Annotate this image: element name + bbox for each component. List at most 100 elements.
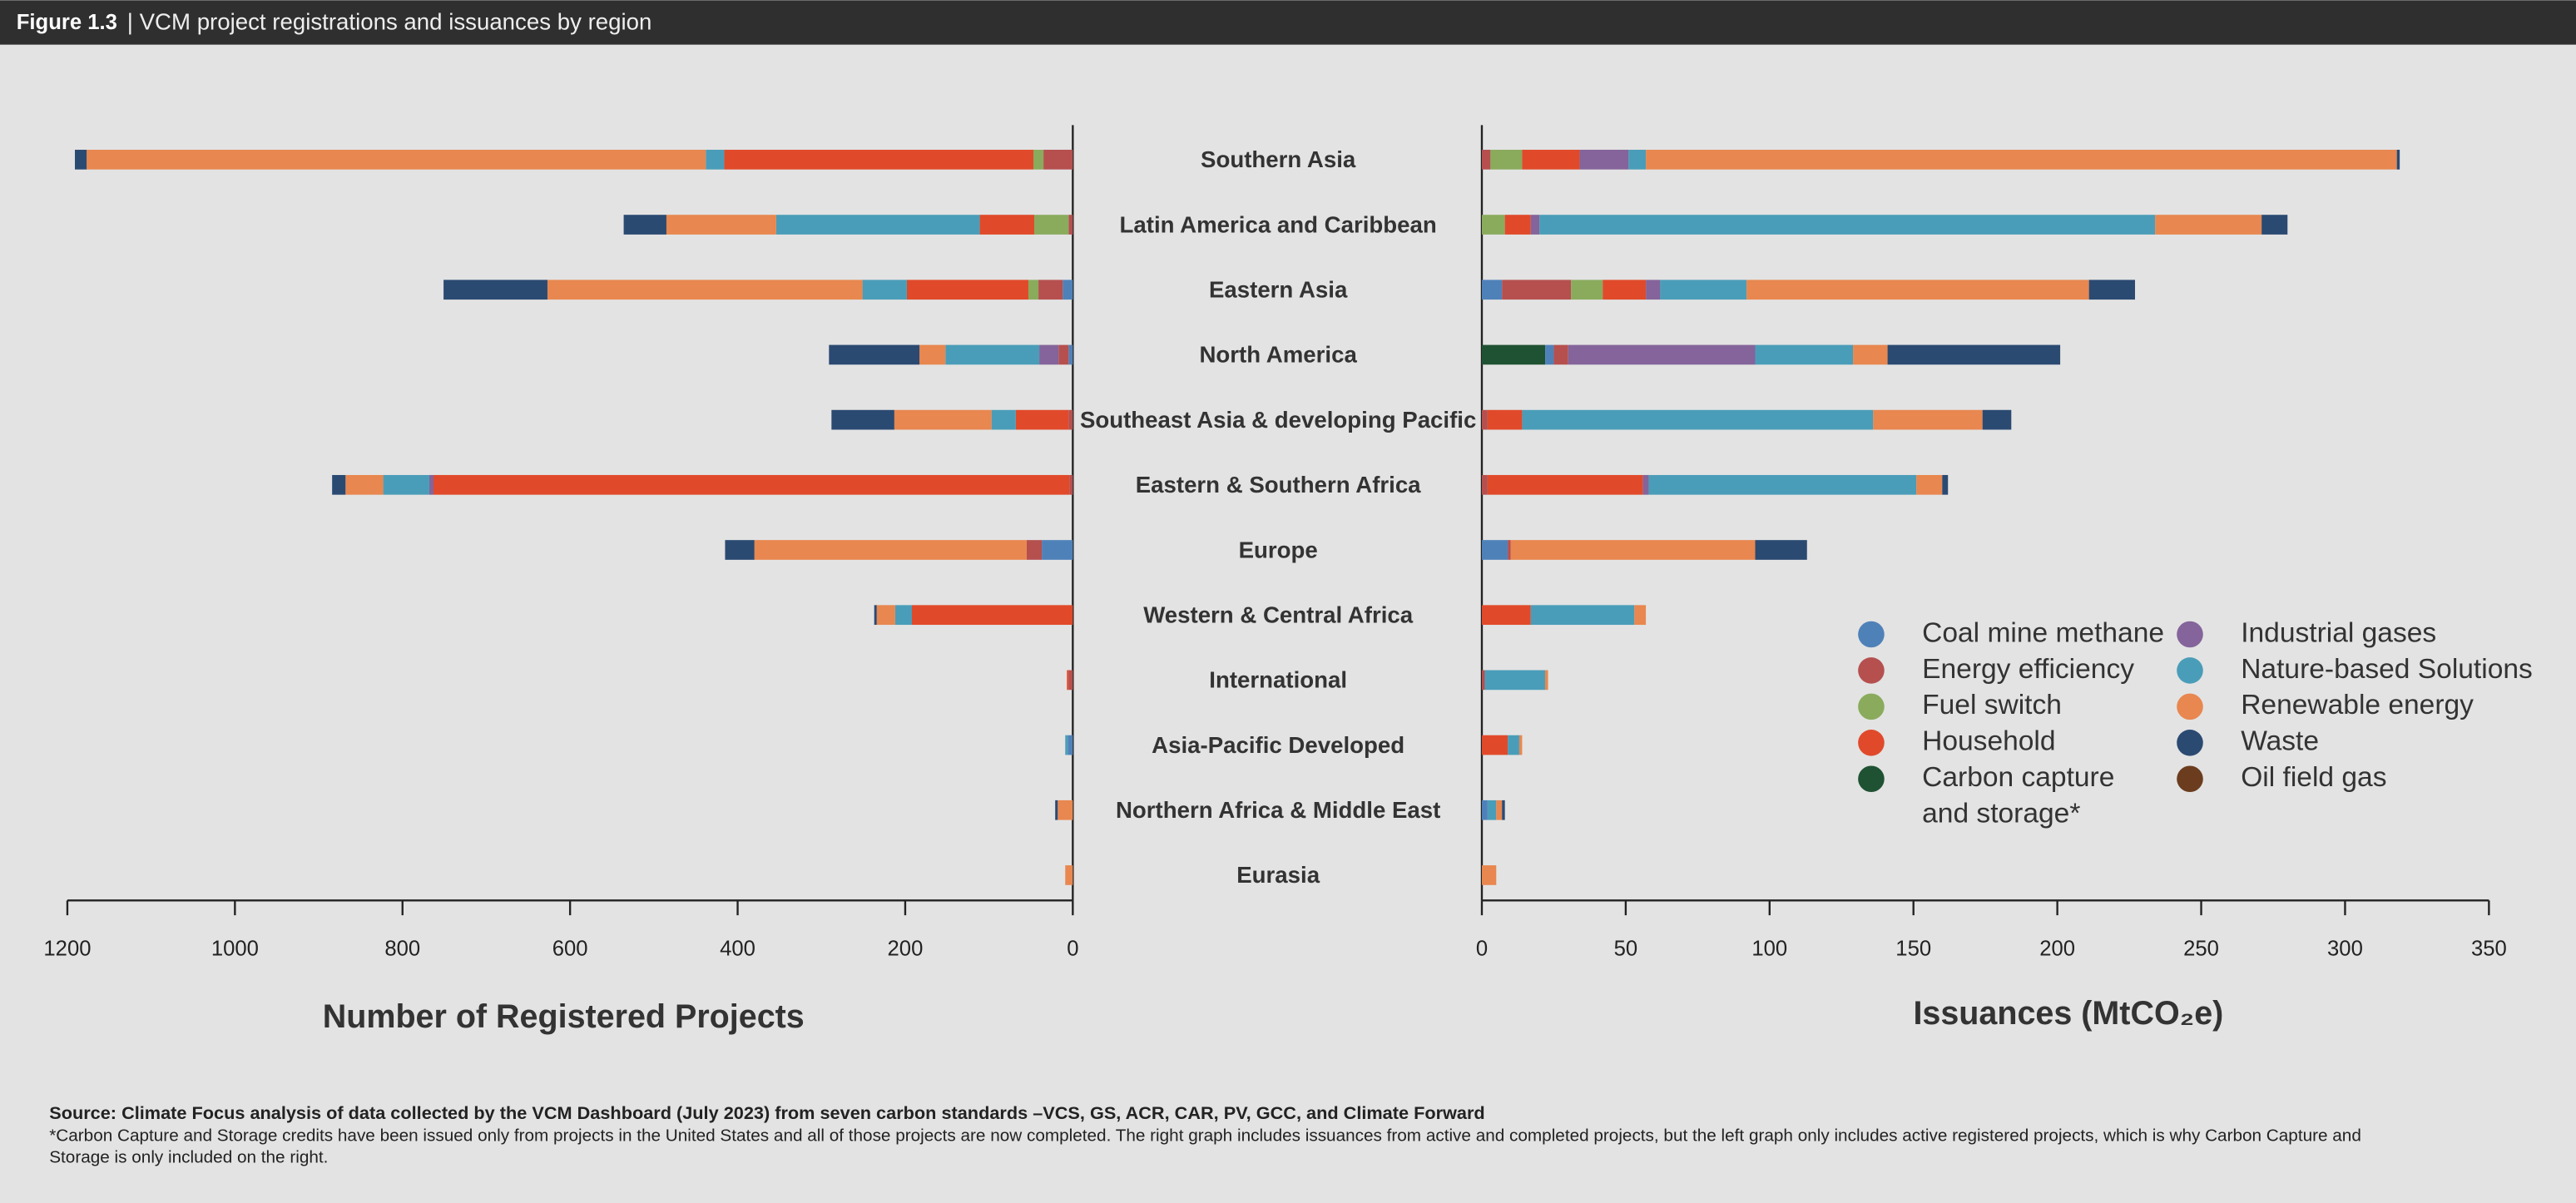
issuances-bar bbox=[1502, 800, 1505, 820]
registrations-bar bbox=[332, 474, 346, 495]
registrations-bar bbox=[991, 409, 1016, 430]
issuances-bar bbox=[1508, 735, 1519, 755]
x2-tick-label: 200 bbox=[2039, 937, 2075, 960]
registrations-bar bbox=[1069, 474, 1073, 495]
issuances-bar bbox=[1518, 735, 1523, 755]
registrations-bar bbox=[1068, 215, 1073, 235]
issuances-bar bbox=[1646, 150, 2397, 170]
x2-tick-label: 300 bbox=[2327, 937, 2363, 960]
registrations-bar bbox=[919, 344, 946, 365]
issuances-bar bbox=[1545, 670, 1548, 691]
legend-marker bbox=[2177, 730, 2203, 756]
issuances-bar bbox=[1487, 409, 1523, 430]
issuances-bar bbox=[1634, 605, 1647, 626]
category-label: Eastern Asia bbox=[1209, 277, 1348, 303]
x-tick-label: 600 bbox=[552, 937, 588, 960]
x2-axis-title: Issuances (MtCO₂e) bbox=[1913, 995, 2223, 1032]
registrations-bar bbox=[775, 215, 980, 235]
registrations-bar bbox=[1026, 540, 1043, 560]
legend-marker bbox=[1858, 693, 1885, 720]
registrations-bar bbox=[443, 280, 547, 300]
figure-label: Figure 1.3 bbox=[17, 11, 117, 34]
registrations-bar bbox=[894, 409, 992, 430]
issuances-bar bbox=[1942, 474, 1949, 495]
registrations-bar bbox=[874, 605, 877, 626]
figure-title: | VCM project registrations and issuance… bbox=[127, 8, 652, 34]
issuances-bar bbox=[1571, 280, 1603, 300]
issuances-bar bbox=[1481, 409, 1488, 430]
registrations-bar bbox=[383, 474, 429, 495]
issuances-bar bbox=[1660, 280, 1747, 300]
registrations-bar bbox=[911, 605, 1073, 626]
registrations-bar bbox=[862, 280, 907, 300]
legend-label: Renewable energy bbox=[2241, 690, 2474, 720]
source-note: Source: Climate Focus analysis of data c… bbox=[49, 1102, 1484, 1123]
legend-marker bbox=[1858, 765, 1885, 793]
registrations-bar bbox=[623, 215, 666, 235]
registrations-bar bbox=[1068, 409, 1073, 430]
registrations-bar bbox=[1065, 865, 1073, 885]
issuances-bar bbox=[1646, 280, 1661, 300]
registrations-bar bbox=[724, 150, 1034, 170]
legend-label: Carbon capture and storage* bbox=[1922, 762, 2114, 829]
category-label: Southern Asia bbox=[1201, 146, 1356, 172]
registrations-bar bbox=[1055, 800, 1058, 820]
issuances-bar bbox=[1481, 735, 1508, 755]
issuances-bar bbox=[1481, 150, 1491, 170]
registrations-bar bbox=[876, 605, 895, 626]
legend-label: Nature-based Solutions bbox=[2241, 654, 2533, 685]
registrations-bar bbox=[1058, 800, 1073, 820]
registrations-bar bbox=[1065, 735, 1068, 755]
registrations-bar bbox=[1058, 344, 1069, 365]
registrations-bar bbox=[1068, 670, 1073, 691]
x2-tick-label: 100 bbox=[1751, 937, 1787, 960]
issuances-bar bbox=[1508, 540, 1511, 560]
registrations-bar bbox=[1038, 280, 1063, 300]
issuances-bar bbox=[1481, 865, 1497, 885]
issuances-bar bbox=[1487, 800, 1497, 820]
issuances-bar bbox=[1490, 150, 1523, 170]
footnote: *Carbon Capture and Storage credits have… bbox=[49, 1126, 2361, 1167]
issuances-bar bbox=[1539, 215, 2156, 235]
registrations-bar bbox=[345, 474, 384, 495]
registrations-bar bbox=[754, 540, 1027, 560]
issuances-bar bbox=[1530, 605, 1635, 626]
issuances-bar bbox=[1481, 670, 1485, 691]
issuances-bar bbox=[1530, 215, 1540, 235]
issuances-bar bbox=[1522, 150, 1580, 170]
registrations-bar bbox=[1043, 150, 1073, 170]
legend-marker bbox=[2177, 693, 2203, 720]
registrations-bar bbox=[1028, 280, 1039, 300]
issuances-bar bbox=[1487, 474, 1643, 495]
registrations-bar bbox=[945, 344, 1040, 365]
registrations-bar bbox=[433, 474, 1070, 495]
legend-label: Industrial gases bbox=[2241, 617, 2436, 648]
registrations-bar bbox=[906, 280, 1028, 300]
issuances-bar bbox=[1579, 150, 1629, 170]
issuances-bar bbox=[1522, 409, 1874, 430]
issuances-bar bbox=[1755, 540, 1807, 560]
x2-tick-label: 50 bbox=[1614, 937, 1638, 960]
registrations-bar bbox=[1068, 735, 1073, 755]
x-tick-label: 1000 bbox=[211, 937, 259, 960]
issuances-bar bbox=[1873, 409, 1983, 430]
legend-marker bbox=[2177, 765, 2203, 793]
legend-marker bbox=[2177, 621, 2203, 648]
issuances-bar bbox=[1481, 605, 1531, 626]
issuances-bar bbox=[2088, 280, 2135, 300]
issuances-bar bbox=[1502, 280, 1572, 300]
category-label: Latin America and Caribbean bbox=[1120, 211, 1437, 237]
x-tick-label: 1200 bbox=[43, 937, 91, 960]
issuances-bar bbox=[1484, 670, 1546, 691]
issuances-bar bbox=[1746, 280, 2089, 300]
category-label: Western & Central Africa bbox=[1143, 602, 1414, 627]
issuances-bar bbox=[1648, 474, 1917, 495]
x-axis-title: Number of Registered Projects bbox=[323, 998, 805, 1035]
issuances-bar bbox=[1481, 215, 1505, 235]
registrations-bar bbox=[1042, 540, 1073, 560]
issuances-bar bbox=[1916, 474, 1943, 495]
issuances-bar bbox=[1496, 800, 1503, 820]
registrations-bar bbox=[1067, 670, 1069, 691]
issuances-bar bbox=[1545, 344, 1554, 365]
